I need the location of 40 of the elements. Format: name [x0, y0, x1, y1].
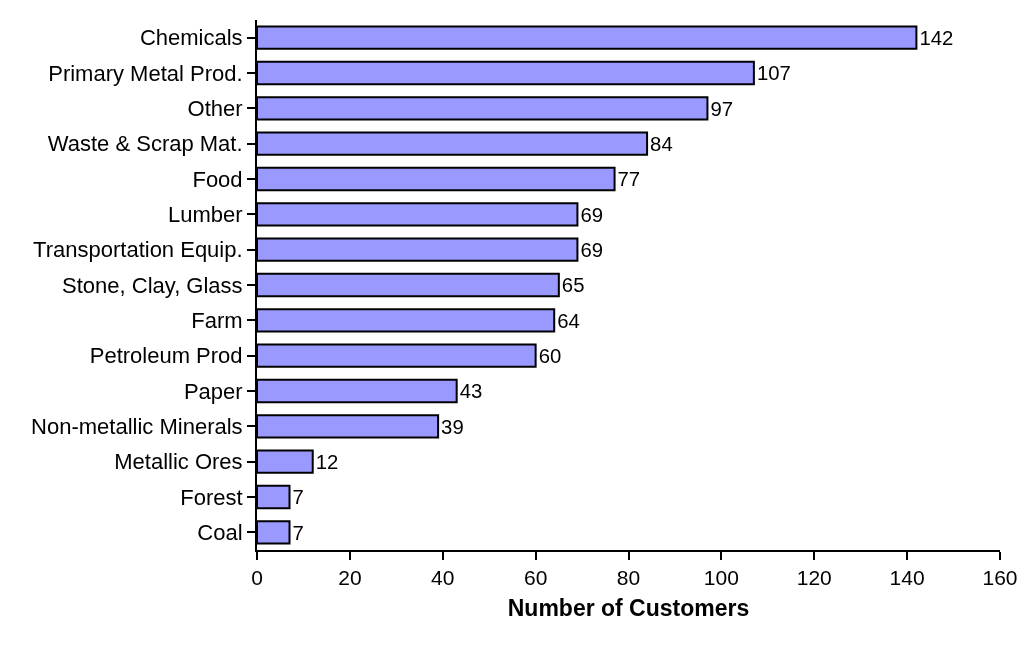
data-label: 69 [580, 238, 604, 261]
y-tick-label: Lumber [168, 202, 243, 228]
data-label: 7 [292, 521, 304, 544]
y-tick-label: Transportation Equip. [33, 237, 243, 263]
y-tick-label: Paper [183, 378, 243, 404]
x-tick-label: 60 [523, 566, 548, 590]
data-label: 60 [538, 344, 562, 367]
data-label: 64 [557, 309, 580, 332]
data-label: 97 [710, 97, 734, 120]
data-label: 12 [315, 450, 339, 473]
y-tick-label: Metallic Ores [114, 449, 243, 475]
x-tick-label: 80 [616, 566, 641, 590]
y-tick-label: Non-metallic Minerals [31, 414, 243, 440]
data-label: 107 [756, 62, 791, 85]
x-tick-label: 40 [431, 566, 455, 590]
y-tick-label: Stone, Clay, Glass [62, 272, 243, 298]
y-tick-label: Petroleum Prod [89, 343, 243, 369]
y-tick-label: Food [192, 166, 243, 192]
y-tick-label: Coal [197, 520, 243, 546]
x-tick-label: 160 [982, 566, 1018, 590]
x-tick-label: 140 [889, 566, 925, 590]
data-label: 65 [561, 274, 585, 297]
y-tick-label: Waste & Scrap Mat. [47, 131, 243, 157]
data-label: 84 [650, 132, 673, 155]
x-tick-label: 100 [703, 566, 739, 590]
y-tick-label: Chemicals [139, 25, 243, 51]
y-tick-label: Other [187, 96, 243, 122]
data-label: 7 [292, 486, 304, 509]
x-axis-title: Number of Customers [507, 595, 750, 622]
x-tick-label: 20 [338, 566, 362, 590]
y-tick-label: Farm [191, 308, 243, 334]
data-label: 39 [441, 415, 464, 438]
y-tick-label: Forest [180, 484, 243, 510]
y-tick-label: Primary Metal Prod. [48, 60, 243, 86]
data-label: 142 [919, 26, 954, 49]
data-label: 43 [459, 380, 483, 403]
data-label: 77 [617, 168, 641, 191]
x-tick-label: 0 [251, 566, 263, 590]
x-tick-label: 120 [796, 566, 832, 590]
data-label: 69 [580, 203, 604, 226]
